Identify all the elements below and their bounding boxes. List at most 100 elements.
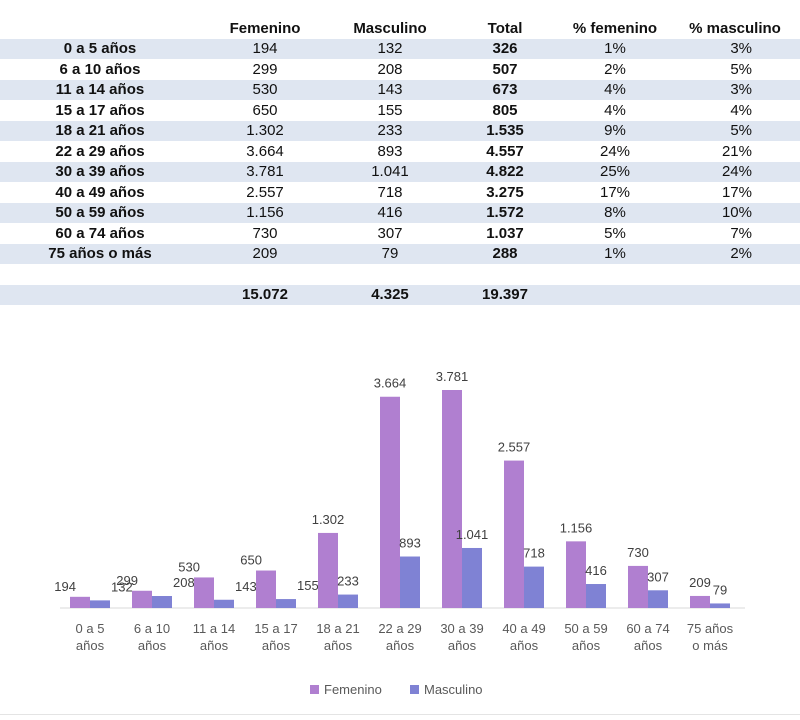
x-tick-label: 18 a 21 [316, 621, 359, 636]
data-label-masculino: 132 [111, 579, 133, 594]
cell-masculino: 208 [377, 60, 403, 78]
header-pct-femenino: % femenino [572, 19, 658, 37]
cell-pct-femenino: 24% [599, 142, 631, 160]
cell-total: 1.572 [450, 202, 560, 223]
bottom-divider [0, 714, 800, 715]
cell-femenino: 3.664 [246, 142, 284, 160]
x-tick-label: años [510, 638, 539, 653]
x-tick-label: años [200, 638, 229, 653]
cell-total: 19.397 [450, 284, 560, 305]
cell-masculino: 132 [330, 38, 450, 59]
cell-total: 288 [450, 243, 560, 264]
cell-pct-masculino: 7% [730, 224, 752, 242]
data-label-femenino: 194 [54, 579, 76, 594]
cell-total: 1.535 [450, 120, 560, 141]
cell-femenino: 299 [252, 60, 278, 78]
cell-age [0, 284, 200, 305]
bar-femenino [318, 532, 338, 608]
cell-age [0, 264, 200, 285]
cell-pct-masculino: 24% [670, 161, 800, 182]
x-tick-label: años [634, 638, 663, 653]
header-total: Total [487, 19, 523, 37]
data-label-femenino: 209 [689, 575, 711, 590]
data-label-masculino: 208 [173, 575, 195, 590]
cell-pct-masculino: 4% [730, 101, 752, 119]
cell-pct-masculino: 3% [670, 79, 800, 100]
data-label-femenino: 730 [627, 545, 649, 560]
cell-pct-femenino: 1% [560, 243, 670, 264]
legend-swatch-femenino [310, 685, 319, 694]
table-body: 0 a 5 años 194 132 326 1% 3% 6 a 10 años 299 208… [0, 38, 800, 305]
cell-age: 30 a 39 años [0, 161, 200, 182]
x-tick-label: años [572, 638, 601, 653]
totals-row: 15.072 4.325 19.397 [0, 284, 800, 305]
cell-pct-masculino [670, 284, 800, 305]
cell-age: 11 a 14 años [0, 79, 200, 100]
table-row: 40 a 49 años 2.557 718 3.275 17% 17% [0, 182, 800, 203]
cell-pct-femenino [560, 284, 670, 305]
cell-age: 15 a 17 años [55, 101, 145, 119]
bar-chart: 194 132 0 a 5 años 299 208 6 a 10 años 530 143 11 … [54, 369, 745, 697]
data-label-femenino: 3.664 [374, 376, 407, 391]
cell-masculino: 718 [377, 183, 403, 201]
cell-age: 6 a 10 años [59, 60, 141, 78]
x-tick-label: años [138, 638, 167, 653]
cell-masculino: 143 [330, 79, 450, 100]
cell-total: 673 [450, 79, 560, 100]
bar-masculino [648, 590, 668, 608]
x-tick-label: años [76, 638, 105, 653]
table-row: 75 años o más 209 79 288 1% 2% [0, 243, 800, 264]
cell-total: 326 [450, 38, 560, 59]
cell-pct-masculino: 21% [721, 142, 752, 160]
spacer-row [0, 264, 800, 285]
cell-femenino: 3.781 [200, 161, 330, 182]
data-label-masculino: 1.041 [456, 527, 489, 542]
data-label-masculino: 143 [235, 579, 257, 594]
data-label-femenino: 650 [240, 553, 262, 568]
cell-femenino: 2.557 [246, 183, 284, 201]
cell-age: 0 a 5 años [0, 38, 200, 59]
cell-pct-masculino: 3% [670, 38, 800, 59]
cell-pct-femenino: 2% [604, 60, 626, 78]
bar-femenino [194, 577, 214, 608]
bar-masculino [524, 566, 544, 608]
cell-age: 50 a 59 años [0, 202, 200, 223]
cell-femenino: 530 [200, 79, 330, 100]
table-row: 30 a 39 años 3.781 1.041 4.822 25% 24% [0, 161, 800, 182]
x-tick-label: 6 a 10 [134, 621, 170, 636]
cell-masculino: 233 [330, 120, 450, 141]
cell-masculino: 155 [377, 101, 403, 119]
bar-masculino [214, 599, 234, 608]
data-label-masculino: 233 [337, 574, 359, 589]
bar-masculino [586, 584, 606, 608]
cell-age: 40 a 49 años [55, 183, 145, 201]
cell-pct-femenino: 4% [560, 79, 670, 100]
header-masculino: Masculino [353, 19, 427, 37]
bar-femenino [442, 390, 462, 608]
bar-femenino [628, 565, 648, 608]
data-label-masculino: 155 [297, 578, 319, 593]
cell-total: 3.275 [486, 183, 524, 201]
data-label-femenino: 1.156 [560, 520, 593, 535]
cell-pct-masculino: 5% [670, 120, 800, 141]
cell-pct-femenino [560, 264, 670, 285]
header-pct-masculino: % masculino [689, 19, 781, 37]
cell-total: 1.037 [486, 224, 524, 242]
cell-femenino [200, 264, 330, 285]
data-label-femenino: 2.557 [498, 440, 531, 455]
table-row: 50 a 59 años 1.156 416 1.572 8% 10% [0, 202, 800, 223]
cell-age: 18 a 21 años [0, 120, 200, 141]
legend-label-masculino: Masculino [424, 682, 483, 697]
cell-femenino: 194 [200, 38, 330, 59]
cell-pct-femenino: 1% [560, 38, 670, 59]
stats-table: Femenino Masculino Total % femenino % mascul… [0, 18, 800, 305]
x-tick-label: 30 a 39 [440, 621, 483, 636]
cell-total: 805 [492, 101, 518, 119]
table-header-row: Femenino Masculino Total % femenino % mascul… [0, 18, 800, 39]
bar-masculino [710, 603, 730, 608]
header-age [0, 18, 200, 39]
bar-femenino [70, 596, 90, 608]
bar-femenino [380, 396, 400, 608]
cell-pct-femenino: 9% [560, 120, 670, 141]
table-row: 15 a 17 años 650 155 805 4% 4% [0, 100, 800, 121]
